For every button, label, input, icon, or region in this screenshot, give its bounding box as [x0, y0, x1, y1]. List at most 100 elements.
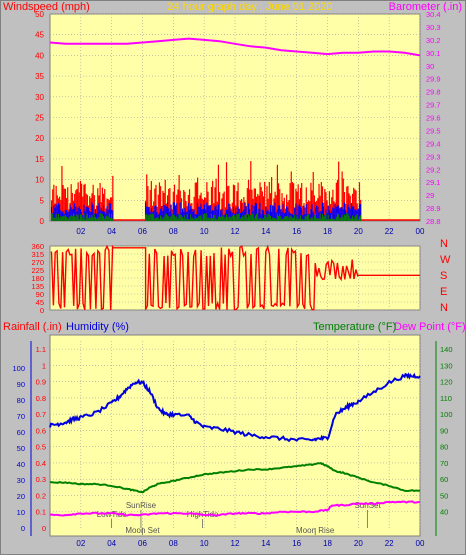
hour-tick: 00	[416, 539, 425, 548]
hour-tick: 10	[200, 539, 209, 548]
humidity-tick: 90	[17, 380, 25, 389]
temperature-tick: 140	[440, 345, 453, 354]
temperature-tick: 50	[440, 491, 448, 500]
humidity-tick: 50	[17, 444, 25, 453]
barometer-tick: 30.4	[426, 10, 441, 19]
barometer-tick: 30.2	[426, 36, 441, 45]
temperature-tick: 100	[440, 410, 453, 419]
temperature-axis-label: Temperature (°F)	[313, 321, 396, 333]
hour-tick: 06	[138, 227, 147, 236]
windspeed-tick: 35	[35, 72, 44, 81]
windspeed-tick: 15	[35, 155, 44, 164]
direction-tick: 0	[40, 306, 44, 315]
barometer-tick: 29.3	[426, 152, 441, 161]
barometer-ticks: 30.4 30.3 30.2 30.1 30 29.9 29.8 29.7 29.6 29.5 29…	[426, 10, 441, 226]
direction-tick: 180	[31, 274, 44, 283]
climate-grid	[50, 341, 421, 528]
temperature-tick: 120	[440, 378, 453, 387]
annotation-label: Moon Set	[125, 526, 160, 535]
windspeed-tick: 25	[35, 114, 44, 123]
barometer-tick: 29.4	[426, 139, 441, 148]
barometer-tick: 29.5	[426, 126, 441, 135]
compass-letter: N	[440, 302, 448, 314]
temperature-tick: 80	[440, 443, 448, 452]
annotation-label: Moon Rise	[296, 526, 335, 535]
barometer-tick: 30.1	[426, 49, 441, 58]
compass-letter: S	[440, 270, 447, 282]
hour-tick: 06	[138, 539, 147, 548]
windspeed-axis-label: Windspeed (mph)	[3, 1, 90, 13]
barometer-tick: 30	[426, 62, 434, 71]
windspeed-tick: 5	[40, 196, 45, 205]
direction-tick: 90	[36, 290, 44, 299]
hour-tick: 18	[323, 227, 332, 236]
barometer-tick: 29.7	[426, 101, 441, 110]
rainfall-tick: 1.1	[36, 345, 46, 354]
rainfall-ticks: 1.1 1 0.9 0.8 0.7 0.6 0.5 0.4 0.3 0.2 0.1 0	[36, 345, 46, 533]
rainfall-tick: 0.8	[36, 394, 46, 403]
humidity-tick: 40	[17, 460, 25, 469]
hour-tick: 12	[231, 227, 240, 236]
chart-title: 24 hour graph day : June 01 2020	[167, 1, 332, 13]
temperature-tick: 130	[440, 361, 453, 370]
humidity-tick: 20	[17, 492, 25, 501]
humidity-tick: 60	[17, 428, 25, 437]
rainfall-tick: 0	[42, 524, 46, 533]
hour-tick: 12	[231, 539, 240, 548]
rainfall-tick: 0.9	[36, 378, 46, 387]
rainfall-tick: 1	[42, 361, 46, 370]
rainfall-tick: 0.2	[36, 491, 46, 500]
hour-tick: 22	[385, 227, 394, 236]
direction-tick: 315	[31, 250, 44, 259]
humidity-tick: 30	[17, 476, 25, 485]
temperature-tick: 60	[440, 475, 448, 484]
windspeed-tick: 10	[35, 176, 44, 185]
compass-letter: E	[440, 286, 447, 298]
barometer-tick: 28.9	[426, 204, 441, 213]
barometer-axis-label: Barometer (.in)	[389, 1, 462, 13]
hour-tick: 00	[416, 227, 425, 236]
hour-tick: 20	[354, 539, 363, 548]
dew-point-axis-label: Dew Point (°F)	[394, 321, 466, 333]
hour-tick: 22	[385, 539, 394, 548]
humidity-tick: 10	[17, 508, 25, 517]
windspeed-tick: 30	[35, 93, 44, 102]
windspeed-tick: 20	[35, 134, 44, 143]
compass-letter: W	[440, 254, 451, 266]
hour-tick: 14	[261, 539, 270, 548]
hour-tick: 02	[76, 227, 85, 236]
humidity-line	[49, 372, 421, 443]
temperature-tick: 110	[440, 394, 452, 403]
windspeed-tick: 40	[35, 51, 44, 60]
wind-bars	[50, 161, 420, 221]
barometer-tick: 29.9	[426, 75, 441, 84]
dew-point-line	[49, 500, 421, 517]
rainfall-axis-label: Rainfall (.in)	[3, 321, 62, 333]
climate-hour-ticks: 02 04 06 08 10 12 14 16 18 20 22 00	[76, 539, 425, 548]
hour-tick: 08	[169, 539, 178, 548]
barometer-line	[49, 37, 421, 57]
windspeed-tick: 0	[40, 217, 45, 226]
humidity-tick: 70	[17, 412, 25, 421]
humidity-tick: 100	[12, 364, 25, 373]
hour-tick: 14	[261, 227, 270, 236]
windspeed-tick: 50	[35, 10, 44, 19]
temperature-ticks: 140 130 120 110 100 90 80 70 60 50 40	[440, 345, 453, 517]
wind-hour-ticks: 02 04 06 08 10 12 14 16 18 20 22 00	[76, 227, 425, 236]
direction-tick: 135	[31, 282, 44, 291]
temperature-tick: 70	[440, 459, 448, 468]
hour-tick: 18	[323, 539, 332, 548]
compass-letter: N	[440, 238, 448, 250]
annotation-label: LowTide	[97, 510, 127, 519]
hour-tick: 04	[107, 539, 116, 548]
direction-tick: 270	[31, 258, 44, 267]
direction-trace	[50, 244, 420, 311]
barometer-tick: 29	[426, 191, 434, 200]
rainfall-tick: 0.7	[36, 410, 46, 419]
barometer-tick: 29.8	[426, 88, 441, 97]
hour-tick: 10	[200, 227, 209, 236]
rainfall-tick: 0.1	[36, 508, 46, 517]
